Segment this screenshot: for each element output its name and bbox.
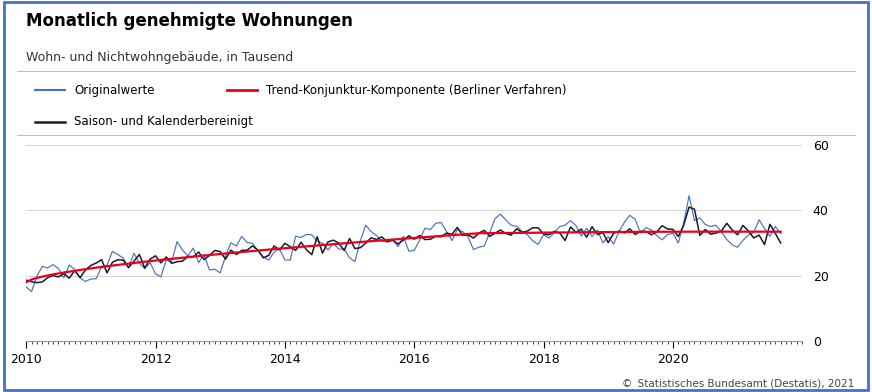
Text: Saison- und Kalenderbereinigt: Saison- und Kalenderbereinigt (74, 115, 253, 128)
Text: Originalwerte: Originalwerte (74, 83, 154, 97)
Text: Trend-Konjunktur-Komponente (Berliner Verfahren): Trend-Konjunktur-Komponente (Berliner Ve… (266, 83, 567, 97)
Text: Wohn- und Nichtwohngebäude, in Tausend: Wohn- und Nichtwohngebäude, in Tausend (26, 51, 293, 64)
Text: Monatlich genehmigte Wohnungen: Monatlich genehmigte Wohnungen (26, 12, 353, 30)
Text: ©  Statistisches Bundesamt (Destatis), 2021: © Statistisches Bundesamt (Destatis), 20… (623, 378, 855, 388)
